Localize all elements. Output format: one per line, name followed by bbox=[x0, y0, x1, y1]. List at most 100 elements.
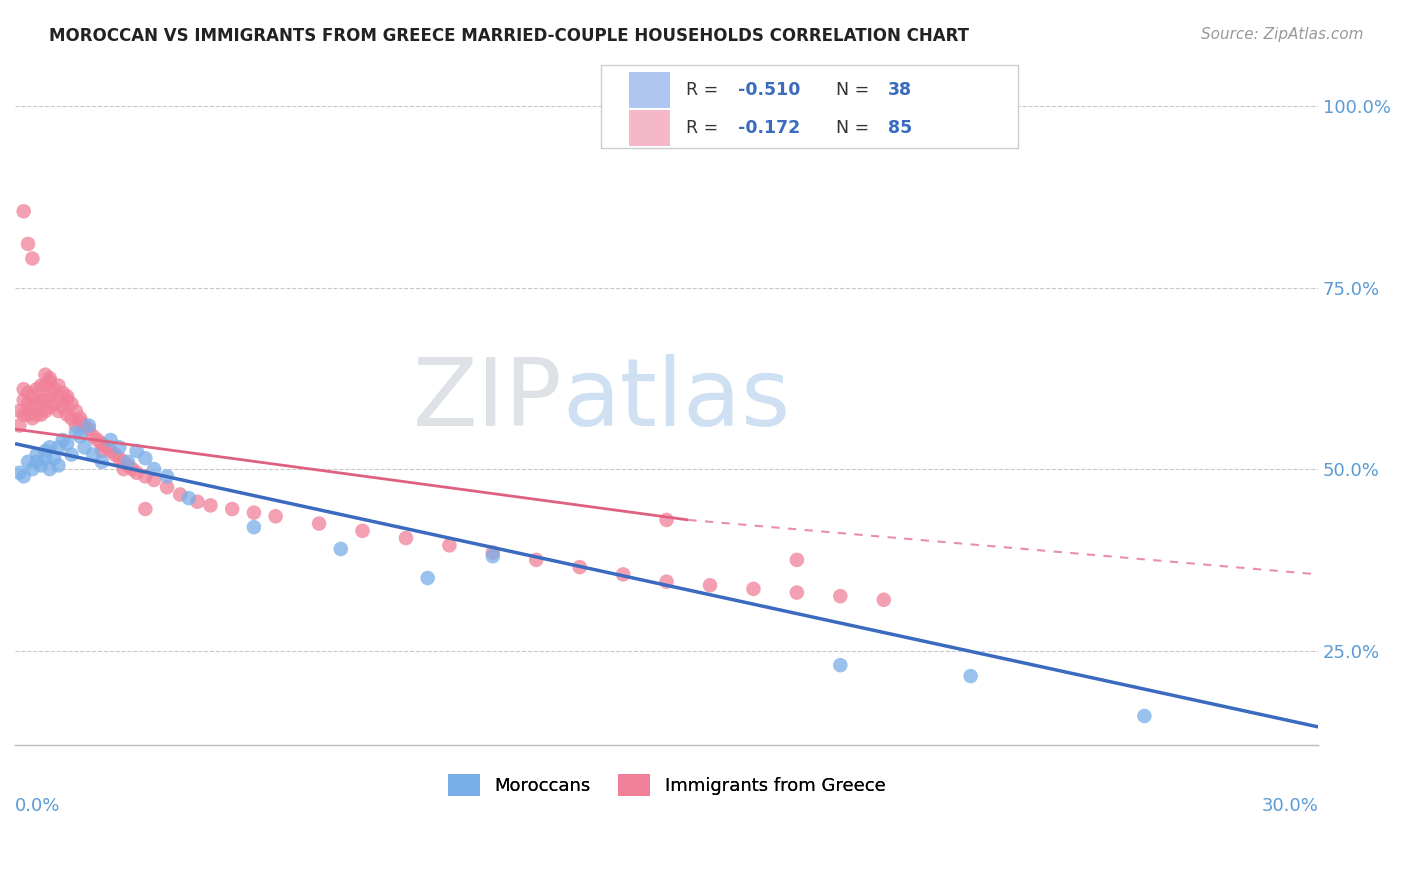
Text: ZIP: ZIP bbox=[413, 354, 562, 446]
Point bbox=[13, 408, 35, 422]
Point bbox=[52, 401, 75, 415]
Point bbox=[69, 429, 91, 443]
Point bbox=[25, 397, 48, 411]
Point bbox=[60, 411, 83, 425]
Point bbox=[959, 669, 981, 683]
Point bbox=[48, 378, 70, 392]
Point bbox=[13, 469, 35, 483]
Text: 85: 85 bbox=[889, 120, 912, 137]
Point bbox=[21, 389, 44, 403]
Point bbox=[86, 433, 108, 447]
Text: N =: N = bbox=[837, 81, 875, 99]
Point bbox=[13, 393, 35, 408]
Point bbox=[134, 469, 156, 483]
Point bbox=[30, 393, 52, 408]
Point bbox=[48, 440, 70, 454]
Point bbox=[34, 368, 56, 382]
Point bbox=[655, 574, 678, 589]
Text: R =: R = bbox=[686, 81, 724, 99]
Point bbox=[177, 491, 200, 505]
Point bbox=[17, 385, 39, 400]
Point bbox=[329, 541, 352, 556]
Point bbox=[117, 455, 139, 469]
Point bbox=[30, 408, 52, 422]
Point bbox=[264, 509, 287, 524]
Point bbox=[352, 524, 374, 538]
Text: MOROCCAN VS IMMIGRANTS FROM GREECE MARRIED-COUPLE HOUSEHOLDS CORRELATION CHART: MOROCCAN VS IMMIGRANTS FROM GREECE MARRI… bbox=[49, 27, 969, 45]
Point bbox=[612, 567, 634, 582]
Point bbox=[73, 440, 96, 454]
Point bbox=[38, 401, 60, 415]
Point bbox=[17, 408, 39, 422]
Text: -0.172: -0.172 bbox=[738, 120, 800, 137]
Point bbox=[134, 451, 156, 466]
Point bbox=[104, 448, 127, 462]
Point bbox=[65, 404, 87, 418]
Point bbox=[243, 520, 266, 534]
Point bbox=[655, 513, 678, 527]
Point bbox=[48, 389, 70, 403]
Point bbox=[34, 404, 56, 418]
Point bbox=[38, 440, 60, 454]
Point bbox=[82, 448, 104, 462]
Text: N =: N = bbox=[837, 120, 875, 137]
Text: -0.510: -0.510 bbox=[738, 81, 800, 99]
Point bbox=[439, 538, 461, 552]
Point bbox=[90, 444, 112, 458]
Point bbox=[156, 469, 179, 483]
Point bbox=[56, 393, 79, 408]
Point bbox=[25, 408, 48, 422]
Point bbox=[21, 411, 44, 425]
Point bbox=[742, 582, 765, 596]
FancyBboxPatch shape bbox=[628, 111, 671, 146]
Point bbox=[830, 589, 852, 603]
Point bbox=[243, 506, 266, 520]
Point bbox=[17, 236, 39, 251]
Point bbox=[13, 204, 35, 219]
Point bbox=[69, 411, 91, 425]
Point bbox=[17, 455, 39, 469]
Point bbox=[17, 397, 39, 411]
Point bbox=[699, 578, 721, 592]
Text: atlas: atlas bbox=[562, 354, 790, 446]
Point bbox=[786, 553, 808, 567]
Point bbox=[34, 393, 56, 408]
Point bbox=[21, 252, 44, 266]
Point bbox=[34, 378, 56, 392]
Point bbox=[108, 440, 131, 454]
Point bbox=[25, 448, 48, 462]
Point bbox=[77, 418, 100, 433]
Point bbox=[42, 397, 65, 411]
Point bbox=[143, 473, 166, 487]
Point bbox=[52, 385, 75, 400]
Point bbox=[60, 397, 83, 411]
Point bbox=[56, 436, 79, 450]
Text: 30.0%: 30.0% bbox=[1261, 797, 1319, 814]
Point bbox=[65, 418, 87, 433]
Point bbox=[73, 418, 96, 433]
Point bbox=[90, 436, 112, 450]
Point bbox=[21, 401, 44, 415]
Point bbox=[42, 382, 65, 396]
Point bbox=[30, 378, 52, 392]
Text: 38: 38 bbox=[889, 81, 912, 99]
Point bbox=[30, 458, 52, 473]
Point bbox=[34, 451, 56, 466]
Point bbox=[90, 455, 112, 469]
Point bbox=[143, 462, 166, 476]
Text: 0.0%: 0.0% bbox=[15, 797, 60, 814]
Point bbox=[25, 382, 48, 396]
Point bbox=[38, 375, 60, 389]
Point bbox=[8, 418, 31, 433]
Point bbox=[96, 440, 118, 454]
Point bbox=[112, 462, 135, 476]
Point bbox=[200, 499, 222, 513]
Point bbox=[8, 404, 31, 418]
Point bbox=[524, 553, 547, 567]
Point bbox=[56, 389, 79, 403]
Point bbox=[482, 546, 505, 560]
Point bbox=[121, 462, 143, 476]
Point bbox=[100, 444, 122, 458]
Point bbox=[873, 592, 896, 607]
Point bbox=[134, 502, 156, 516]
